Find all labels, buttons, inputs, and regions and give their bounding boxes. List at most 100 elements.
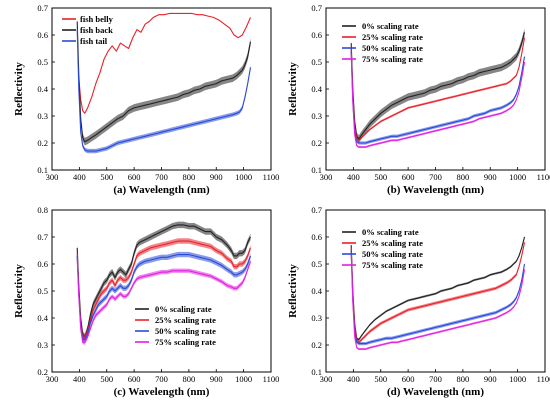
x-tick-label-a-8: 1100 [263,172,280,182]
x-tick-label-d-1: 400 [347,374,360,384]
series-line-a-1 [76,21,252,143]
y-tick-label-b-1: 0.2 [311,138,322,148]
x-axis-label-a: (a) Wavelength (nm) [113,184,210,196]
y-tick-label-a-3: 0.4 [37,84,48,94]
x-tick-label-d-8: 1100 [537,374,550,384]
x-tick-label-d-5: 800 [457,374,470,384]
chart-panel-b: 300 400 500 600 700 800 900 1000 1100 0.1 0.2 0.3 0.… [287,3,550,196]
y-tick-label-b-0: 0.1 [311,165,322,175]
x-tick-label-c-3: 600 [128,374,141,384]
plot-frame-d [325,209,546,373]
series-line-c-2 [76,254,252,341]
series-line-d-1 [350,242,526,343]
x-tick-label-d-7: 1000 [509,374,526,384]
legend-label-d-3: 75% scaling rate [362,260,423,270]
x-tick-label-a-2: 500 [100,172,113,182]
y-tick-label-a-5: 0.6 [37,30,48,40]
x-tick-label-b-3: 600 [402,172,415,182]
x-tick-label-b-0: 300 [320,172,333,182]
x-tick-label-c-2: 500 [100,374,113,384]
x-tick-label-b-2: 500 [374,172,387,182]
legend-label-b-1: 25% scaling rate [362,32,423,42]
x-tick-label-a-0: 300 [46,172,59,182]
x-tick-label-c-8: 1100 [263,374,280,384]
legend-label-b-2: 50% scaling rate [362,43,423,53]
x-axis-label-d: (d) Wavelength (nm) [387,386,484,398]
x-tick-label-d-3: 600 [402,374,415,384]
x-tick-label-b-8: 1100 [537,172,550,182]
y-axis-label-b: Reflectivity [287,62,299,116]
legend-label-d-1: 25% scaling rate [362,238,423,248]
series-line-c-3 [76,258,252,343]
legend-label-c-0: 0% scaling rate [155,304,212,314]
y-tick-label-b-6: 0.7 [311,3,322,13]
y-tick-label-d-5: 0.6 [311,232,322,242]
x-tick-label-a-5: 800 [183,172,196,182]
series-line-d-0 [350,236,526,341]
y-tick-label-c-0: 0.2 [37,367,48,377]
series-line-d-3 [350,253,526,350]
series-band-c-3 [77,256,251,345]
y-axis-label-a: Reflectivity [13,62,25,116]
series-line-c-1 [76,240,252,338]
series-line-b-0 [350,32,526,140]
y-tick-label-d-3: 0.4 [311,286,322,296]
x-tick-label-a-1: 400 [73,172,86,182]
y-tick-label-d-1: 0.2 [311,340,322,350]
x-tick-label-d-6: 900 [484,374,497,384]
x-tick-label-a-6: 900 [210,172,223,182]
legend-label-a-1: fish back [80,25,113,35]
series-band-a-2 [77,27,251,154]
series-line-d-2 [350,250,526,345]
x-tick-label-c-1: 400 [73,374,86,384]
x-tick-label-a-4: 700 [155,172,168,182]
y-tick-label-b-4: 0.5 [311,57,322,67]
y-tick-label-c-5: 0.7 [37,232,48,242]
chart-panel-d: 300 400 500 600 700 800 900 1000 1100 0.1 0.2 0.3 0.… [287,205,550,398]
y-tick-label-d-0: 0.1 [311,367,322,377]
series-band-b-2 [351,49,525,145]
y-tick-label-a-6: 0.7 [37,3,48,13]
series-band-d-2 [351,248,525,346]
legend-label-c-2: 50% scaling rate [155,326,216,336]
legend-label-d-2: 50% scaling rate [362,249,423,259]
legend-label-d-0: 0% scaling rate [362,227,419,237]
y-tick-label-c-4: 0.6 [37,259,48,269]
y-tick-label-a-4: 0.5 [37,57,48,67]
chart-panel-c: 300 400 500 600 700 800 900 1000 1100 0.2 0.3 0.4 0.… [13,205,279,398]
chart-panel-a: 300 400 500 600 700 800 900 1000 1100 0.1 0.2 0.3 0.… [13,3,279,196]
series-line-b-2 [350,51,526,144]
x-tick-label-b-5: 800 [457,172,470,182]
legend-label-b-3: 75% scaling rate [362,54,423,64]
y-tick-label-b-3: 0.4 [311,84,322,94]
x-tick-label-b-4: 700 [429,172,442,182]
y-tick-label-b-2: 0.3 [311,111,322,121]
legend-label-b-0: 0% scaling rate [362,21,419,31]
x-tick-label-c-4: 700 [155,374,168,384]
x-tick-label-c-0: 300 [46,374,59,384]
y-tick-label-d-6: 0.7 [311,205,322,215]
y-tick-label-c-6: 0.8 [37,205,48,215]
legend-label-a-0: fish belly [80,14,114,24]
x-tick-label-c-7: 1000 [235,374,252,384]
y-tick-label-a-2: 0.3 [37,111,48,121]
series-line-c-0 [76,224,251,338]
series-line-b-3 [350,53,526,148]
x-tick-label-b-6: 900 [484,172,497,182]
x-tick-label-d-2: 500 [374,374,387,384]
x-axis-label-c: (c) Wavelength (nm) [114,386,210,398]
y-tick-label-c-3: 0.5 [37,286,48,296]
y-tick-label-d-2: 0.3 [311,313,322,323]
x-tick-label-b-7: 1000 [509,172,526,182]
y-tick-label-c-2: 0.4 [37,313,48,323]
y-axis-label-d: Reflectivity [287,264,299,318]
x-tick-label-a-3: 600 [128,172,141,182]
series-line-a-2 [76,29,252,152]
x-tick-label-a-7: 1000 [235,172,252,182]
x-tick-label-c-5: 800 [183,374,196,384]
y-tick-label-a-1: 0.2 [37,138,48,148]
x-tick-label-d-4: 700 [429,374,442,384]
series-band-b-0 [351,28,525,143]
legend-label-c-3: 75% scaling rate [155,337,216,347]
y-tick-label-a-0: 0.1 [37,165,48,175]
